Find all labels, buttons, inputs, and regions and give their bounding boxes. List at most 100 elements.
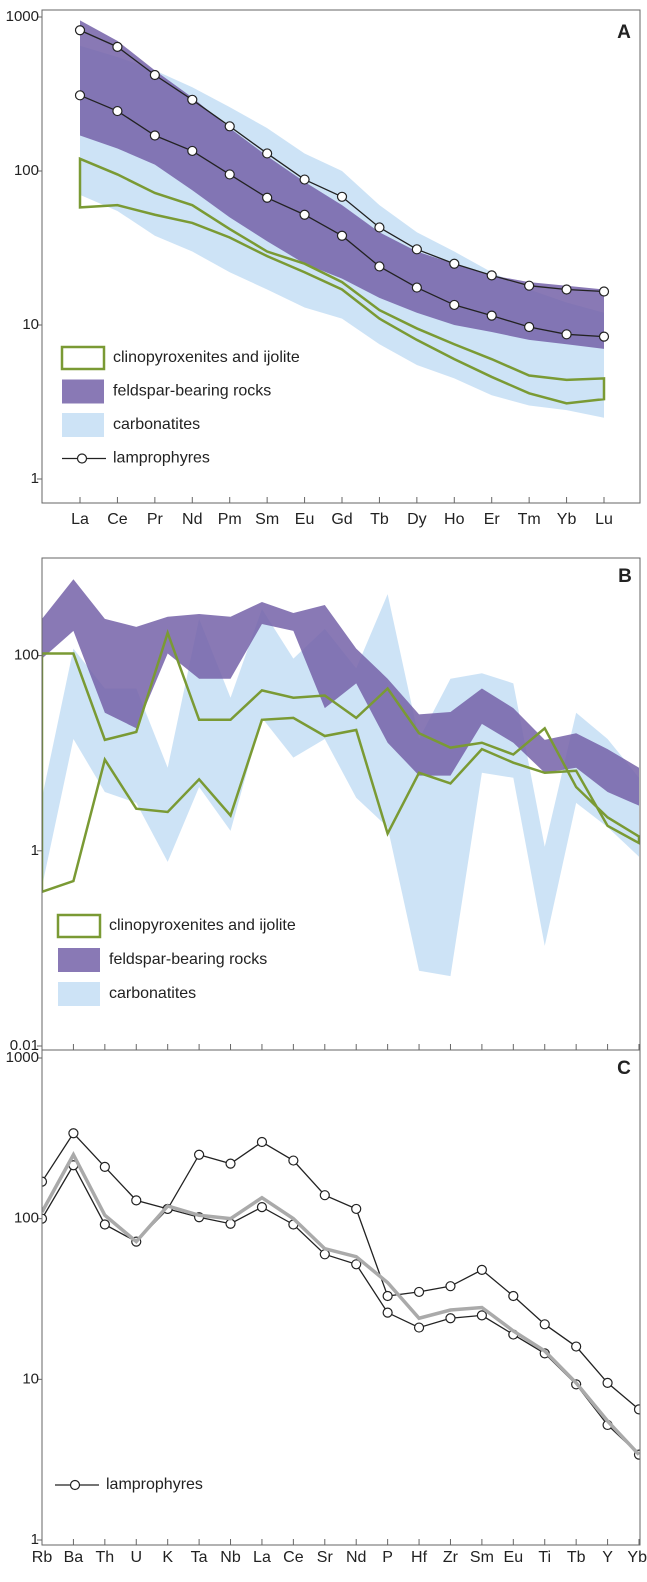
legend-label: carbonatites bbox=[109, 985, 196, 1002]
band bbox=[42, 594, 639, 977]
x-tick-label: Ba bbox=[64, 1549, 84, 1566]
marker bbox=[561, 284, 572, 295]
marker bbox=[74, 25, 86, 36]
frame bbox=[41, 1049, 641, 1546]
marker bbox=[336, 191, 348, 202]
marker bbox=[413, 1322, 425, 1333]
legend-label: clinopyroxenites and ijolite bbox=[113, 349, 300, 366]
marker bbox=[382, 1307, 393, 1318]
marker bbox=[351, 1259, 362, 1270]
x-tick-label: Eu bbox=[295, 511, 315, 528]
marker bbox=[187, 145, 198, 157]
y-tick-label: 10 bbox=[22, 1370, 39, 1387]
marker bbox=[598, 286, 610, 297]
marker bbox=[74, 90, 86, 101]
marker bbox=[571, 1341, 582, 1352]
x-tick-label: Eu bbox=[504, 1549, 524, 1566]
x-tick-label: Rb bbox=[32, 1549, 53, 1566]
x-tick-label: Y bbox=[602, 1549, 613, 1566]
outline-band bbox=[78, 156, 606, 405]
x-tick-label: Hf bbox=[411, 1549, 428, 1566]
legend-swatch bbox=[58, 982, 100, 1006]
legend-label: lamprophyres bbox=[113, 450, 210, 467]
y-tick-label: 0.01 bbox=[10, 1037, 39, 1054]
marker bbox=[445, 1281, 456, 1292]
x-tick-label: Tb bbox=[370, 511, 389, 528]
marker bbox=[224, 121, 235, 132]
marker bbox=[449, 299, 460, 311]
line bbox=[42, 1151, 640, 1456]
marker bbox=[476, 1310, 487, 1321]
x-tick-label: Ti bbox=[538, 1549, 551, 1566]
marker bbox=[449, 258, 460, 269]
marker bbox=[413, 1286, 425, 1298]
y-tick-label: 100 bbox=[14, 647, 39, 664]
x-tick-label: P bbox=[382, 1549, 393, 1566]
y-tick-label: 1000 bbox=[6, 8, 39, 25]
legend-swatch bbox=[76, 453, 88, 464]
marker bbox=[336, 230, 348, 241]
x-tick-label: Yb bbox=[557, 511, 577, 528]
x-tick-label: Er bbox=[484, 511, 501, 528]
marker bbox=[42, 1176, 48, 1187]
legend-label: feldspar-bearing rocks bbox=[113, 383, 271, 400]
x-tick-label: Pm bbox=[218, 511, 242, 528]
marker bbox=[411, 244, 422, 255]
y-tick-label: 1 bbox=[31, 842, 39, 859]
y-tick-label: 10 bbox=[22, 316, 39, 333]
x-tick-label: Ce bbox=[107, 511, 128, 528]
legend-label: feldspar-bearing rocks bbox=[109, 951, 267, 968]
marker bbox=[149, 69, 160, 81]
x-tick-label: Yb bbox=[627, 1549, 647, 1566]
marker bbox=[411, 282, 422, 293]
x-tick-label: Ta bbox=[191, 1549, 208, 1566]
x-tick-label: Lu bbox=[595, 511, 613, 528]
marker bbox=[42, 1213, 48, 1224]
marker bbox=[486, 310, 497, 321]
y-tick-label: 100 bbox=[14, 162, 39, 179]
marker bbox=[262, 148, 273, 159]
legend-swatch bbox=[62, 379, 104, 404]
marker bbox=[445, 1313, 456, 1324]
x-tick-label: Th bbox=[96, 1549, 115, 1566]
marker bbox=[476, 1264, 487, 1275]
x-tick-label: Nb bbox=[220, 1549, 241, 1566]
marker bbox=[112, 41, 123, 52]
marker bbox=[288, 1155, 299, 1166]
x-tick-label: Sm bbox=[470, 1549, 494, 1566]
x-tick-label: La bbox=[71, 511, 89, 528]
marker bbox=[131, 1195, 142, 1206]
x-tick-label: Gd bbox=[331, 511, 352, 528]
x-tick-label: Nd bbox=[182, 511, 202, 528]
legend-swatch bbox=[56, 913, 102, 939]
marker bbox=[319, 1190, 330, 1201]
plot-area bbox=[42, 579, 640, 977]
marker bbox=[539, 1319, 550, 1330]
line bbox=[42, 1132, 640, 1410]
x-tick-label: Dy bbox=[407, 511, 427, 528]
y-tick-label: 100 bbox=[14, 1210, 39, 1227]
legend-swatch bbox=[62, 413, 104, 437]
x-tick-label: La bbox=[253, 1549, 271, 1566]
x-tick-label: Tm bbox=[518, 511, 541, 528]
band bbox=[42, 579, 639, 806]
legend-label: clinopyroxenites and ijolite bbox=[109, 917, 296, 934]
marker bbox=[351, 1203, 362, 1215]
x-tick-label: Tb bbox=[567, 1549, 586, 1566]
marker bbox=[374, 261, 385, 272]
y-tick-label: 1 bbox=[31, 1531, 39, 1548]
marker bbox=[225, 1158, 236, 1169]
marker bbox=[524, 280, 535, 291]
panel-label: B bbox=[618, 566, 632, 587]
plot-area bbox=[74, 20, 610, 418]
marker bbox=[112, 105, 123, 117]
marker bbox=[194, 1149, 205, 1160]
marker bbox=[99, 1219, 110, 1230]
x-tick-label: Sm bbox=[255, 511, 279, 528]
marker bbox=[256, 1136, 268, 1148]
marker bbox=[561, 329, 572, 340]
x-tick-label: Nd bbox=[346, 1549, 366, 1566]
marker bbox=[68, 1128, 79, 1139]
marker bbox=[149, 130, 160, 141]
